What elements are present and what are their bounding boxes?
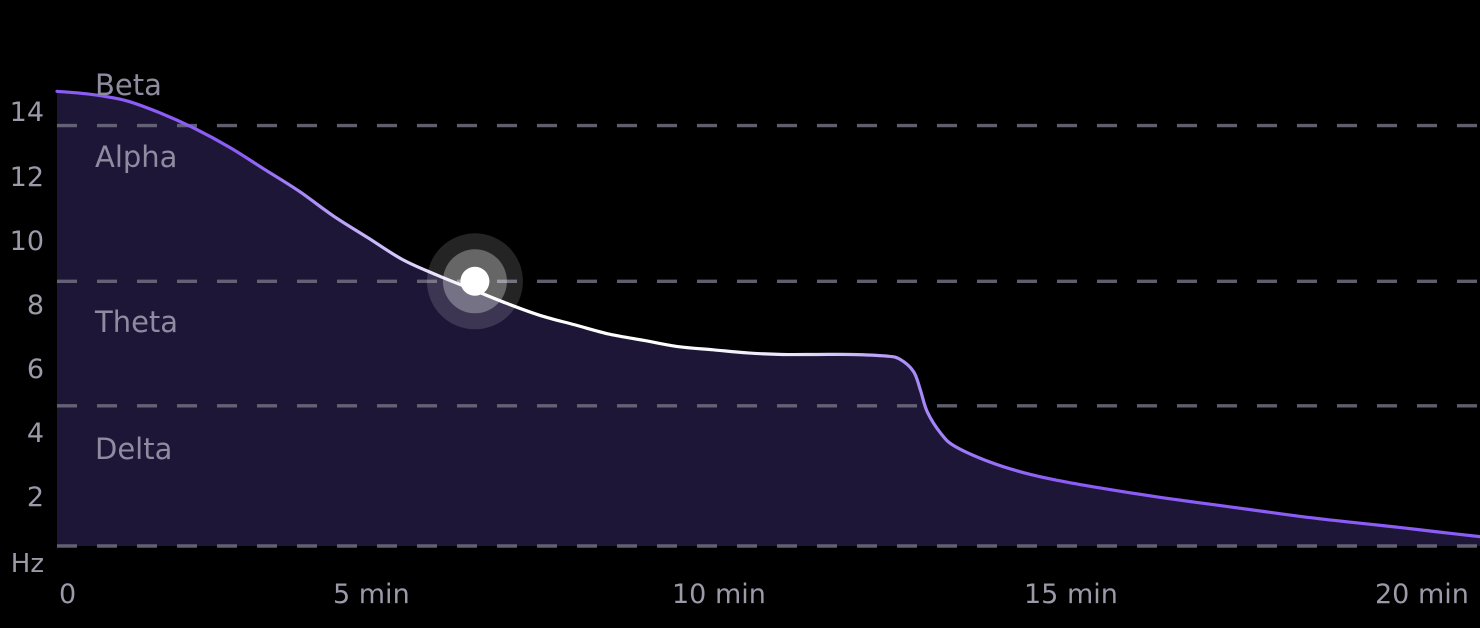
x-tick-0: 0	[59, 579, 76, 610]
x-axis-ticks: 0 5 min 10 min 15 min 20 min	[59, 579, 1469, 610]
y-tick-6: 6	[27, 354, 44, 385]
y-tick-4: 4	[27, 418, 44, 449]
current-position-marker[interactable]	[426, 233, 523, 330]
x-tick-10min: 10 min	[672, 579, 766, 610]
y-tick-2: 2	[27, 482, 44, 513]
band-label-delta: Delta	[95, 432, 172, 466]
band-labels-group: Beta Alpha Theta Delta	[94, 68, 178, 466]
x-tick-5min: 5 min	[333, 579, 410, 610]
band-label-theta: Theta	[94, 305, 178, 339]
band-label-beta: Beta	[95, 68, 162, 102]
y-tick-12: 12	[10, 162, 44, 193]
y-axis-ticks: 14 12 10 8 6 4 2 Hz	[10, 97, 44, 579]
area-fill-region	[57, 91, 1480, 546]
marker-dot[interactable]	[460, 266, 490, 296]
band-label-alpha: Alpha	[95, 140, 177, 174]
y-tick-10: 10	[10, 226, 44, 257]
y-tick-14: 14	[10, 97, 44, 128]
x-tick-15min: 15 min	[1024, 579, 1118, 610]
x-tick-20min: 20 min	[1375, 579, 1469, 610]
frequency-line	[55, 89, 1480, 539]
y-tick-8: 8	[27, 290, 44, 321]
y-axis-unit-label: Hz	[11, 549, 44, 579]
